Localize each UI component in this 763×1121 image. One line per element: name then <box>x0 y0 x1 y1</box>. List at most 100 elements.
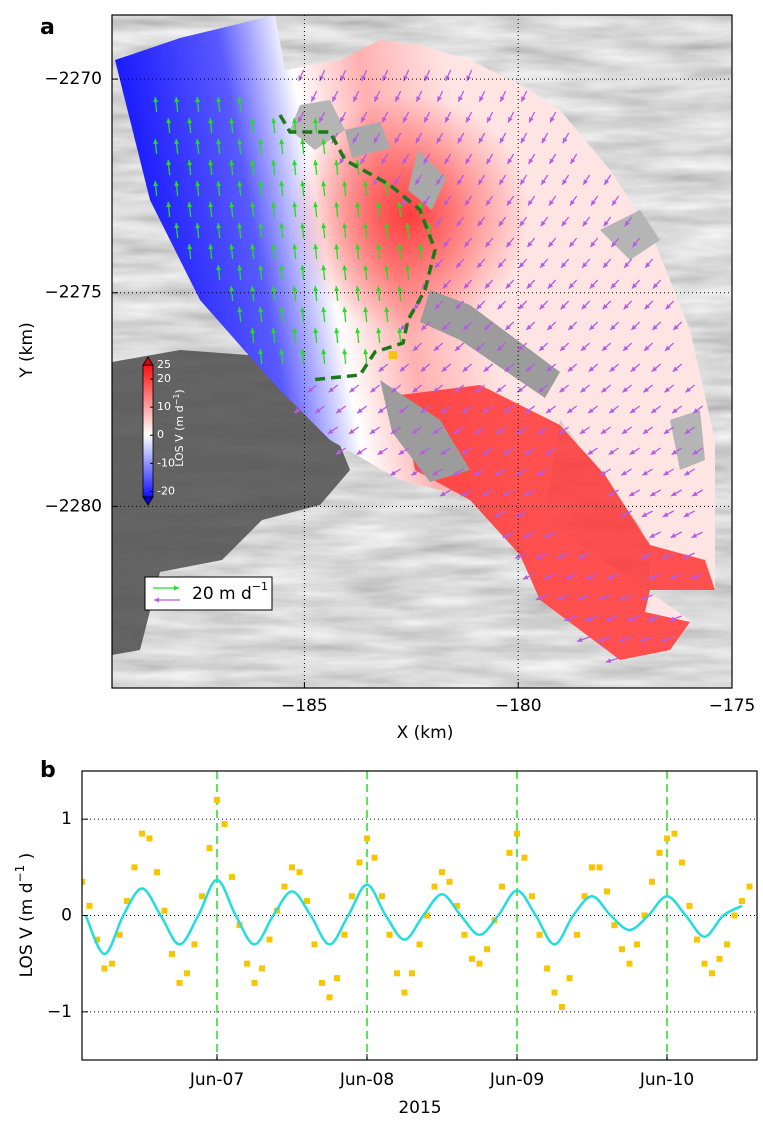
dark-sea-ice <box>112 350 350 655</box>
arrow-head <box>526 283 533 289</box>
arrow-head <box>363 265 369 271</box>
arrow-head <box>216 97 222 103</box>
data-point <box>724 941 730 948</box>
data-point <box>206 845 213 852</box>
arrow-head <box>258 181 264 187</box>
arrow-head <box>300 139 306 145</box>
arrow-head <box>671 449 678 455</box>
y-tick-label: −2280 <box>44 496 102 516</box>
data-point <box>356 859 363 866</box>
arrow-head <box>397 244 403 250</box>
arrow-head <box>520 179 526 185</box>
arrow-head <box>258 223 264 229</box>
colorbar-tick-label: 25 <box>157 358 171 371</box>
arrow-head <box>609 408 615 414</box>
arrow-head <box>462 408 468 414</box>
arrow-head <box>166 118 172 124</box>
arrow-head <box>271 328 277 334</box>
data-point <box>739 898 745 905</box>
plot-b <box>82 771 757 1060</box>
arrow-head <box>519 262 525 268</box>
data-point <box>551 989 558 996</box>
data-point <box>671 830 678 837</box>
arrow-head <box>562 137 568 144</box>
arrow-head <box>292 328 298 334</box>
arrow-head <box>568 283 575 289</box>
arrow-head <box>564 574 571 580</box>
rock <box>600 210 660 260</box>
arrow-head <box>528 158 534 165</box>
arrow-head <box>397 286 403 292</box>
data-point <box>664 835 670 842</box>
arrow-head <box>457 137 463 144</box>
arrow-head <box>454 387 460 393</box>
arrow-head <box>391 387 397 393</box>
arrow-head <box>376 244 382 250</box>
arrow-head <box>603 220 609 227</box>
arrow-head <box>474 470 480 476</box>
arrow-head <box>568 324 574 331</box>
arrow-head <box>588 408 594 414</box>
arrow-head <box>384 223 390 229</box>
arrow-head <box>611 241 617 248</box>
arrow-head <box>504 366 511 372</box>
arrow-head <box>355 286 361 292</box>
data-point <box>544 965 550 972</box>
arrow-head <box>216 181 222 187</box>
arrow-head <box>313 244 319 250</box>
colorbar-label-end: ) <box>173 389 186 393</box>
arrow-head <box>313 160 319 166</box>
arrow-head <box>621 428 628 434</box>
arrow-head <box>250 328 256 334</box>
data-point <box>461 931 468 938</box>
arrow-head <box>600 428 607 434</box>
arrow-head <box>632 241 638 248</box>
data-point <box>746 883 753 890</box>
scale-label-text: 20 m d <box>192 584 252 604</box>
arrow-head <box>442 324 448 331</box>
data-point <box>116 931 123 938</box>
arrow-head <box>693 408 699 414</box>
arrow-head <box>475 387 481 393</box>
arrow-head <box>540 262 546 268</box>
arrow-head <box>556 595 563 601</box>
arrow-head <box>515 553 521 559</box>
arrow-head <box>539 303 545 310</box>
arrow-head <box>567 408 573 414</box>
arrow-head <box>313 286 319 292</box>
data-point <box>349 893 355 900</box>
arrow-head <box>479 96 484 102</box>
arrow-head <box>342 307 348 313</box>
arrow-head <box>620 512 627 517</box>
arrow-head <box>313 118 319 124</box>
arrow-head <box>412 387 418 393</box>
arrow-head <box>662 553 668 559</box>
arrow-head <box>641 553 647 559</box>
scale-label-sup: −1 <box>252 580 268 593</box>
arrow-head <box>485 200 491 206</box>
arrow-head <box>503 449 510 455</box>
arrow-head <box>627 616 633 622</box>
data-point <box>169 951 175 958</box>
arrow-head <box>356 449 363 455</box>
arrow-head <box>560 303 566 310</box>
arrow-head <box>411 428 418 434</box>
y-axis-label: Y (km) <box>17 322 37 378</box>
arrow-head <box>166 160 172 166</box>
arrow-head <box>644 345 650 351</box>
arrow-head <box>673 324 679 331</box>
data-point <box>379 893 385 900</box>
arrow-head <box>629 449 636 455</box>
scale-label: 20 m d−1 <box>192 580 268 604</box>
arrow-head <box>662 512 669 517</box>
arrow-head <box>486 158 492 165</box>
arrow-head <box>195 139 201 145</box>
arrow-head <box>541 179 547 185</box>
data-point <box>589 864 595 871</box>
data-point <box>82 878 85 885</box>
arrow-head <box>567 366 574 372</box>
arrow-head <box>187 118 193 124</box>
arrow-head <box>495 428 502 434</box>
arrow-head <box>691 533 698 538</box>
